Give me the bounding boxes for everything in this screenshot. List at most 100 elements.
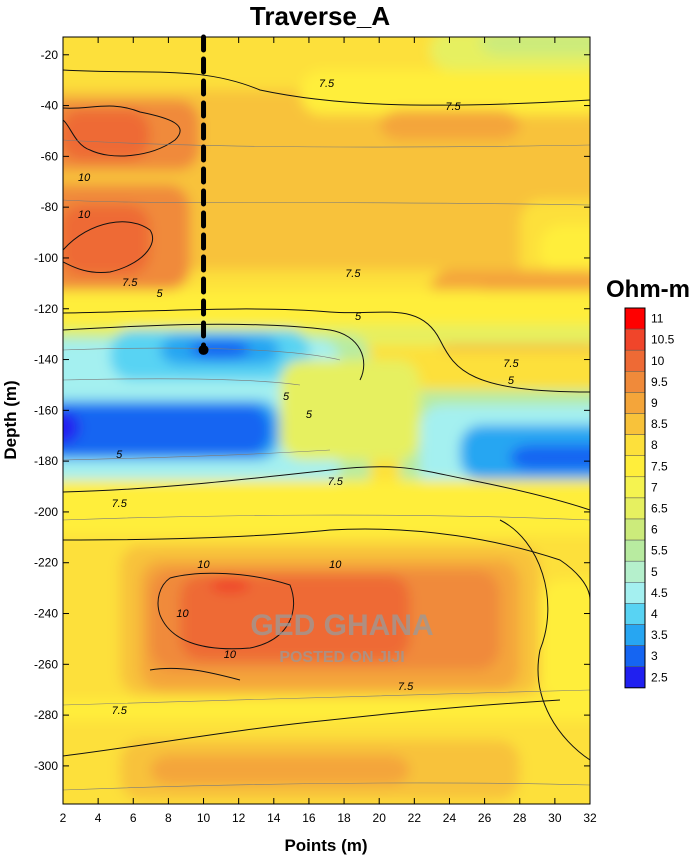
fill-band-7.5 <box>63 290 590 325</box>
fill-band-9 <box>380 110 520 140</box>
colorbar: 11 10.5 10 9.5 9 8.5 8 7.5 7 6.5 6 5.5 5 4.5 4 3.5 3 2.5 <box>624 307 675 689</box>
contour-label: 10 <box>176 608 189 620</box>
resistivity-fill <box>63 37 590 804</box>
contour-label: 7.5 <box>122 277 138 289</box>
colorbar-label: 10.5 <box>651 333 675 347</box>
colorbar-label: 5.5 <box>651 544 668 558</box>
colorbar-label: 5 <box>651 565 658 579</box>
colorbar-label: 8.5 <box>651 417 668 431</box>
x-tick-label: 14 <box>267 811 281 825</box>
colorbar-swatch-9.5 <box>624 371 646 393</box>
y-tick-label: -40 <box>41 99 59 113</box>
contour-minor-8 <box>63 782 590 791</box>
fill-band-6.5 <box>280 360 420 460</box>
colorbar-label: 3.5 <box>651 628 668 642</box>
contour-minor-4 <box>63 378 301 386</box>
colorbar-swatch-10.5 <box>624 328 646 351</box>
x-tick-label: 30 <box>548 811 562 825</box>
y-tick-label: -180 <box>34 454 58 468</box>
colorbar-swatch-5.5 <box>624 539 646 562</box>
x-tick-label: 2 <box>60 811 67 825</box>
survey-line-group <box>198 34 209 355</box>
colorbar-swatch-4.5 <box>624 582 646 604</box>
colorbar-label: 10 <box>651 354 665 368</box>
y-tick-label: -20 <box>41 48 59 62</box>
contour-label: 10 <box>78 209 91 221</box>
colorbar-swatch-7 <box>624 476 646 499</box>
colorbar-label: 7.5 <box>651 459 668 473</box>
contour-labels: 7.5 7.5 10 10 7.5 7.5 5 5 7.5 5 5 5 5 7.5 7.5 10 10 10 10 7… <box>78 78 520 717</box>
contour-line-7 <box>63 528 590 601</box>
fill-band-7.5 <box>540 225 590 275</box>
fill-band-10.5 <box>210 578 250 593</box>
colorbar-label: 6 <box>651 523 658 537</box>
contour-label: 10 <box>329 559 342 571</box>
contour-label: 10 <box>78 172 91 184</box>
contour-label: 7.5 <box>503 358 519 370</box>
contour-line-6 <box>63 466 590 511</box>
plot-frame <box>62 36 591 805</box>
colorbar-swatch-8 <box>624 434 646 456</box>
contour-label: 5 <box>116 449 123 461</box>
plot-area <box>63 37 590 804</box>
y-tick-label: -120 <box>34 302 58 316</box>
colorbar-label: 3 <box>651 649 658 663</box>
contour-minor-5 <box>63 449 331 461</box>
contour-lines <box>63 69 590 791</box>
colorbar-swatch-4 <box>624 603 646 625</box>
colorbar-swatch-2.5 <box>624 666 646 689</box>
fill-band-3 <box>510 445 590 470</box>
y-tick-label: -280 <box>34 708 58 722</box>
colorbar-frame <box>624 307 646 689</box>
fill-band-10 <box>180 575 410 660</box>
contour-line-2 <box>63 105 181 157</box>
contour-label: 10 <box>224 649 237 661</box>
fill-band-10 <box>63 205 150 275</box>
x-tick-label: 18 <box>337 811 351 825</box>
x-tick-label: 26 <box>478 811 492 825</box>
watermark-title: GED GHANA <box>250 609 433 642</box>
contour-minor-6 <box>63 514 590 521</box>
y-tick-label: -240 <box>34 607 58 621</box>
y-tick-label: -300 <box>34 759 58 773</box>
fill-band-3 <box>63 405 270 455</box>
contour-label: 7.5 <box>319 78 335 90</box>
colorbar-label: 9 <box>651 396 658 410</box>
colorbar-swatch-6.5 <box>624 497 646 520</box>
contour-minor-2 <box>63 199 590 206</box>
colorbar-swatch-8.5 <box>624 413 646 435</box>
fill-band-7.5 <box>540 580 590 700</box>
y-tick-label: -60 <box>41 149 59 163</box>
colorbar-swatch-3.5 <box>624 624 646 646</box>
colorbar-label: 4 <box>651 607 658 621</box>
y-tick-label: -140 <box>34 353 58 367</box>
fill-band-6 <box>480 37 590 55</box>
contour-label: 7.5 <box>112 498 128 510</box>
y-tick-label: -200 <box>34 505 58 519</box>
watermark-subtitle: POSTED ON JIJI <box>279 649 404 666</box>
colorbar-label: 9.5 <box>651 375 668 389</box>
x-tick-label: 28 <box>513 811 527 825</box>
colorbar-title: Ohm-m <box>606 276 690 303</box>
contour-line-5 <box>63 323 365 381</box>
colorbar-label: 6.5 <box>651 501 668 515</box>
contour-minor-1 <box>63 139 590 148</box>
colorbar-swatch-5 <box>624 560 646 583</box>
x-tick-label: 8 <box>165 811 172 825</box>
x-tick-label: 16 <box>302 811 316 825</box>
chart-title: Traverse_A <box>250 1 390 31</box>
contour-line-8 <box>157 572 295 650</box>
fill-band-2.5 <box>63 410 80 445</box>
contour-line-1 <box>63 69 590 106</box>
colorbar-label: 11 <box>651 312 664 326</box>
x-axis-label: Points (m) <box>284 836 367 855</box>
contour-line-11 <box>499 519 590 761</box>
contour-line-3 <box>63 221 153 274</box>
x-tick-label: 22 <box>408 811 422 825</box>
x-axis: 2 4 6 8 10 12 14 16 18 20 22 24 26 28 30 32 <box>60 37 597 825</box>
colorbar-swatch-3 <box>624 645 646 667</box>
x-tick-label: 20 <box>373 811 387 825</box>
colorbar-label: 7 <box>651 480 658 494</box>
